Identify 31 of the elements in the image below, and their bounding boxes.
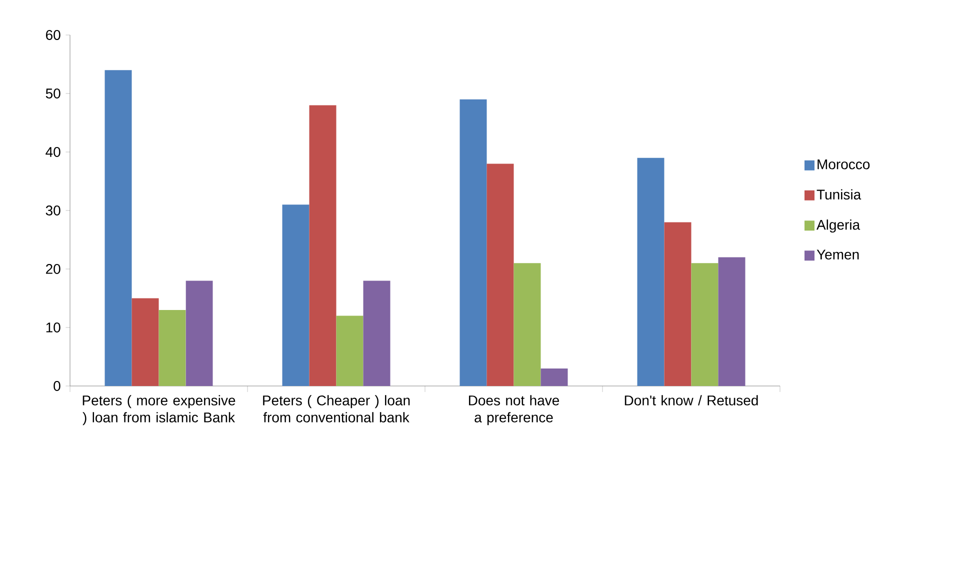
bar (282, 204, 310, 386)
legend-label: Yemen (816, 250, 859, 260)
y-tick-label: 20 (46, 264, 60, 274)
y-tick-label: 10 (46, 322, 60, 332)
x-tick-label: Does not have a preference (468, 395, 560, 426)
y-tick-label: 0 (54, 381, 60, 391)
bar (691, 263, 718, 386)
legend-label: Morocco (818, 160, 870, 170)
bar (486, 164, 514, 386)
x-tick-label: Peters ( more expensive ) loan from islamic Bank (82, 395, 236, 426)
bar (309, 105, 336, 386)
y-tick-label: 50 (46, 88, 60, 98)
legend-label: Algeria (816, 219, 860, 233)
bar (186, 280, 213, 386)
bar (664, 222, 692, 386)
x-tick-label: Don't know / Retused (624, 395, 758, 406)
bar (540, 368, 568, 386)
bar (460, 99, 487, 386)
bar (637, 158, 664, 386)
x-tick-label: Peters ( Cheaper ) loan from conventional bank (263, 395, 410, 422)
bar (104, 70, 132, 386)
legend-label: Tunisia (816, 189, 862, 200)
bar (363, 280, 390, 386)
y-tick-label: 40 (46, 147, 60, 157)
bar (132, 298, 159, 386)
bar (158, 310, 186, 386)
y-tick-label: 60 (46, 30, 60, 40)
bar (514, 263, 541, 386)
bar (336, 316, 364, 386)
bar (718, 257, 746, 386)
y-tick-label: 30 (46, 206, 60, 216)
